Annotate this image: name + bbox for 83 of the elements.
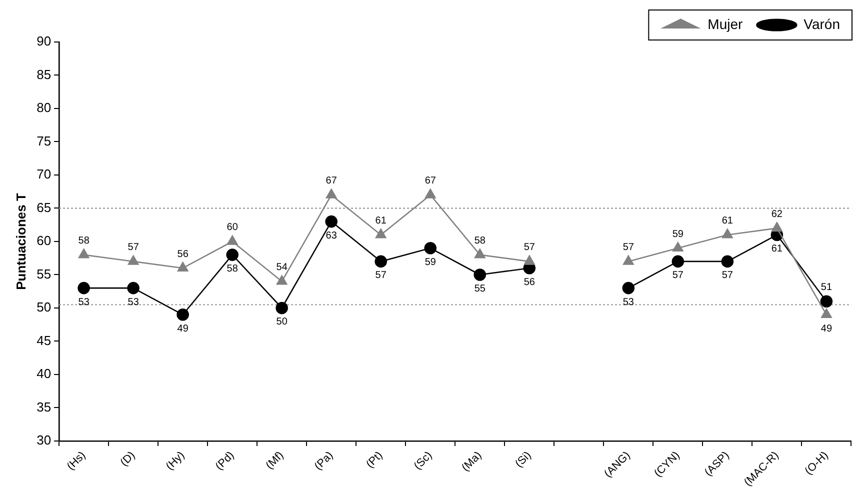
point — [524, 255, 535, 265]
y-tick-label: 45 — [36, 332, 52, 348]
point — [622, 282, 635, 294]
point — [128, 255, 139, 265]
data-label: 58 — [474, 236, 486, 247]
data-label: 56 — [524, 276, 536, 288]
y-tick-label: 65 — [36, 200, 52, 215]
x-tick-label: (Mf) — [264, 449, 286, 472]
y-tick-label: 80 — [36, 100, 52, 116]
data-label: 53 — [622, 296, 634, 308]
point — [424, 242, 437, 254]
y-tick-label: 50 — [36, 300, 52, 315]
data-label: 57 — [524, 242, 536, 254]
point — [127, 282, 140, 294]
y-tick-label: 40 — [36, 366, 52, 382]
point — [375, 228, 386, 238]
point — [474, 248, 486, 258]
data-label: 53 — [128, 296, 140, 308]
point — [226, 248, 238, 261]
point — [424, 188, 436, 198]
x-tick-label: (Hs) — [64, 449, 88, 473]
point — [772, 222, 782, 232]
data-label: 61 — [771, 244, 783, 255]
point — [722, 228, 733, 238]
y-tick-label: 90 — [36, 34, 52, 49]
legend-label: Mujer — [708, 16, 744, 32]
x-tick-label: (Hy) — [164, 449, 188, 473]
point — [474, 268, 486, 281]
y-tick-label: 55 — [36, 266, 52, 282]
y-tick-label: 35 — [36, 399, 52, 414]
y-tick-label: 30 — [36, 432, 52, 448]
data-label: 61 — [375, 216, 387, 227]
data-label: 67 — [326, 176, 338, 187]
point — [820, 295, 833, 308]
point — [821, 308, 832, 318]
point — [623, 255, 634, 265]
point — [276, 275, 288, 285]
data-label: 59 — [672, 228, 684, 240]
point — [78, 248, 90, 258]
point — [326, 188, 337, 198]
point — [374, 255, 388, 268]
data-label: 57 — [672, 270, 684, 282]
point — [226, 235, 238, 245]
x-tick-label: (Si) — [513, 449, 534, 470]
data-label: 57 — [622, 242, 634, 254]
legend-label: Varón — [804, 16, 840, 32]
data-label: 55 — [474, 283, 486, 294]
data-label: 56 — [177, 248, 189, 260]
data-label: 50 — [276, 316, 288, 328]
point — [672, 255, 684, 268]
y-tick-label: 85 — [36, 66, 52, 82]
data-label: 57 — [375, 270, 387, 282]
data-label: 67 — [424, 176, 436, 187]
data-label: 49 — [177, 323, 189, 334]
data-label: 57 — [128, 242, 140, 254]
x-tick-label: (D) — [118, 449, 138, 469]
data-label: 49 — [820, 323, 832, 334]
data-label: 58 — [78, 236, 90, 247]
point — [325, 215, 338, 228]
point — [672, 242, 684, 252]
x-tick-label: (Sc) — [412, 449, 435, 472]
point — [78, 282, 90, 294]
y-axis-title: Puntuaciones T — [13, 193, 28, 290]
data-label: 60 — [226, 222, 238, 234]
data-label: 51 — [820, 282, 832, 294]
data-label: 58 — [226, 264, 238, 275]
data-label: 63 — [326, 230, 338, 242]
data-label: 61 — [722, 216, 734, 227]
point — [177, 262, 188, 272]
data-label: 53 — [78, 296, 90, 308]
data-label: 54 — [276, 262, 288, 274]
y-tick-label: 75 — [36, 133, 52, 148]
point — [176, 308, 189, 321]
x-tick-label: (Pd) — [213, 449, 237, 473]
y-tick-label: 60 — [36, 233, 52, 248]
y-tick-label: 70 — [36, 166, 52, 182]
point — [276, 302, 288, 314]
x-tick-label: (Pa) — [312, 449, 336, 473]
data-label: 59 — [424, 256, 436, 268]
data-label: 57 — [722, 270, 734, 282]
x-tick-label: (Pt) — [364, 449, 386, 470]
point — [721, 255, 734, 268]
data-label: 62 — [771, 208, 783, 220]
